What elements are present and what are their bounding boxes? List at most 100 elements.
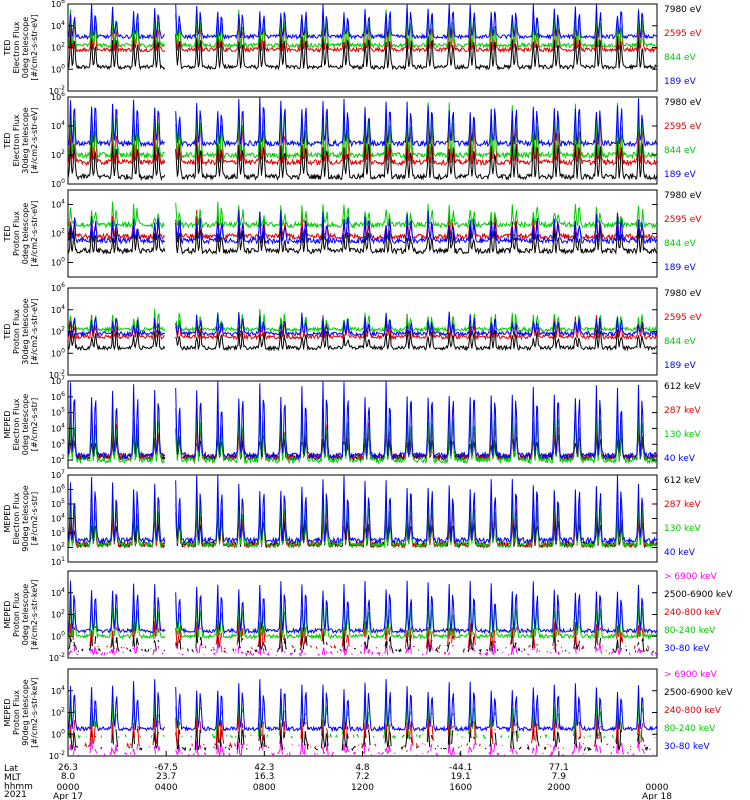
y-axis-label-line: Electron Flux <box>12 398 21 450</box>
y-axis-label-line: 0deg telescope <box>21 203 30 264</box>
legend-entry: 287 keV <box>664 500 701 510</box>
panel-5: 102 103 104 105 106 107 MEPED Electron Flux 0deg… <box>3 375 701 469</box>
y-axis-label: TED Electron Flux 30deg telescope [#/cm2-s-… <box>3 107 39 174</box>
y-axis-label-line: [#/cm2-s-str-eV] <box>30 14 39 80</box>
x-tick-label: 0800 <box>253 783 276 793</box>
lat-value: -67.5 <box>155 763 178 773</box>
series-4-line <box>67 474 658 545</box>
y-tick-label: 107 <box>51 375 65 386</box>
time-axis-row-label: Lat <box>4 764 19 774</box>
legend-entry: 844 eV <box>664 337 697 347</box>
y-axis-label: TED Proton Flux 30deg telescope [#/cm2-s-st… <box>3 298 39 365</box>
y-axis-label: MEPED Electron Flux 90deg telescope [#/cm2-… <box>3 485 39 552</box>
legend-entry: 240-800 keV <box>664 608 722 618</box>
series-1-line <box>67 325 658 352</box>
y-tick-label: 104 <box>51 685 65 696</box>
y-tick-label: 106 <box>51 484 65 495</box>
y-axis-label-line: Proton Flux <box>12 690 21 735</box>
y-tick-label: 10-2 <box>49 750 65 761</box>
y-axis-label-line: 0deg telescope <box>21 584 30 645</box>
legend-entry: 189 eV <box>664 263 697 273</box>
y-tick-label: 100 <box>51 347 65 358</box>
date-end-label: Apr 18 <box>642 792 672 800</box>
y-axis-label: TED Electron Flux 0deg telescope [#/cm2-s-s… <box>3 14 39 80</box>
mlt-value: 16.3 <box>254 772 274 782</box>
panel-4: 10-2 100 102 104 106 TED Proton Flux 30deg tele… <box>3 282 702 380</box>
legend-entry: 7980 eV <box>664 289 702 299</box>
legend-entry: 40 keV <box>664 548 696 558</box>
y-tick-label: 102 <box>51 542 65 553</box>
y-axis-label-line: MEPED <box>3 411 12 439</box>
y-axis-label-line: TED <box>3 132 12 149</box>
y-axis-label-line: Electron Flux <box>12 21 21 73</box>
y-axis-label-line: 90deg telescope <box>21 679 30 746</box>
lat-value: 4.8 <box>355 763 370 773</box>
legend-entry: 7980 eV <box>664 98 702 108</box>
legend-entry: 30-80 keV <box>664 644 710 654</box>
y-tick-label: 100 <box>51 630 65 641</box>
legend-entry: > 6900 keV <box>664 572 718 582</box>
y-tick-label: 104 <box>51 199 65 210</box>
y-tick-label: 100 <box>51 63 65 74</box>
lat-value: 42.3 <box>254 763 274 773</box>
y-axis-label-line: [#/cm2-s-str] <box>30 398 39 451</box>
y-tick-label: 104 <box>51 20 65 31</box>
legend-entry: 844 eV <box>664 53 697 63</box>
legend-entry: 287 keV <box>664 406 701 416</box>
y-tick-label: 100 <box>51 728 65 739</box>
y-axis-label-line: [#/cm2-s-str-keV] <box>30 579 39 650</box>
x-tick-label: 0000 <box>57 783 80 793</box>
y-axis-label-line: [#/cm2-s-str-keV] <box>30 677 39 748</box>
x-tick-label: 0000 <box>646 783 669 793</box>
y-axis-label-line: Proton Flux <box>12 211 21 256</box>
time-axis-row-label: 2021 <box>4 790 27 800</box>
series-4-line <box>67 380 658 460</box>
legend-entry: 40 keV <box>664 454 696 464</box>
panel-1: 10-2 100 102 104 106 TED Electron Flux 0deg tel… <box>3 0 702 96</box>
y-axis-label-line: TED <box>3 225 12 242</box>
y-tick-label: 103 <box>51 527 65 538</box>
y-axis-label-line: MEPED <box>3 505 12 533</box>
mlt-value: 23.7 <box>156 772 176 782</box>
y-axis-label-line: [#/cm2-s-str] <box>30 492 39 545</box>
legend-entry: 130 keV <box>664 524 701 534</box>
y-tick-label: 10-2 <box>49 652 65 663</box>
legend-entry: 2595 eV <box>664 29 702 39</box>
lat-value: -44.1 <box>449 763 472 773</box>
mlt-value: 7.9 <box>552 772 567 782</box>
legend-entry: 2595 eV <box>664 122 702 132</box>
panel-6: 101 102 103 104 105 106 107 MEPED Electron Flux 9… <box>3 469 701 567</box>
time-axis-row-label: hhmm <box>4 782 33 792</box>
y-axis-label-line: MEPED <box>3 699 12 727</box>
y-tick-label: 10-2 <box>49 369 65 380</box>
series-2-line <box>67 210 658 241</box>
series-4-line <box>67 597 658 641</box>
y-axis-label-line: TED <box>3 39 12 56</box>
legend-entry: 130 keV <box>664 430 701 440</box>
y-axis-label-line: MEPED <box>3 601 12 629</box>
y-tick-label: 106 <box>51 91 65 102</box>
y-axis-label: MEPED Electron Flux 0deg telescope [#/cm2-s… <box>3 394 39 455</box>
panel-3: 100 102 104 TED Proton Flux 0deg telescope [#/… <box>3 189 702 278</box>
legend-entry: 2500-6900 keV <box>664 590 733 600</box>
panel-frame <box>67 96 658 185</box>
y-axis-label-line: [#/cm2-s-str-eV] <box>30 200 39 266</box>
series-2-line <box>67 313 658 341</box>
y-axis-label-line: 90deg telescope <box>21 485 30 552</box>
mlt-value: 8.0 <box>61 772 76 782</box>
y-axis-label-line: [#/cm2-s-str-eV] <box>30 107 39 173</box>
mlt-value: 19.1 <box>451 772 471 782</box>
y-tick-label: 102 <box>51 149 65 160</box>
mlt-value: 7.2 <box>355 772 369 782</box>
panel-frame <box>67 380 658 469</box>
panel-frame <box>67 474 658 563</box>
legend-entry: 30-80 keV <box>664 742 710 752</box>
legend-entry: 240-800 keV <box>664 706 722 716</box>
y-tick-label: 107 <box>51 469 65 480</box>
legend-entry: 7980 eV <box>664 5 702 15</box>
y-axis-label-line: 0deg telescope <box>21 394 30 455</box>
legend-entry: 189 eV <box>664 170 697 180</box>
panel-2: 100 102 104 106 TED Electron Flux 30deg telesc… <box>3 91 702 189</box>
series-3-line <box>67 308 658 333</box>
